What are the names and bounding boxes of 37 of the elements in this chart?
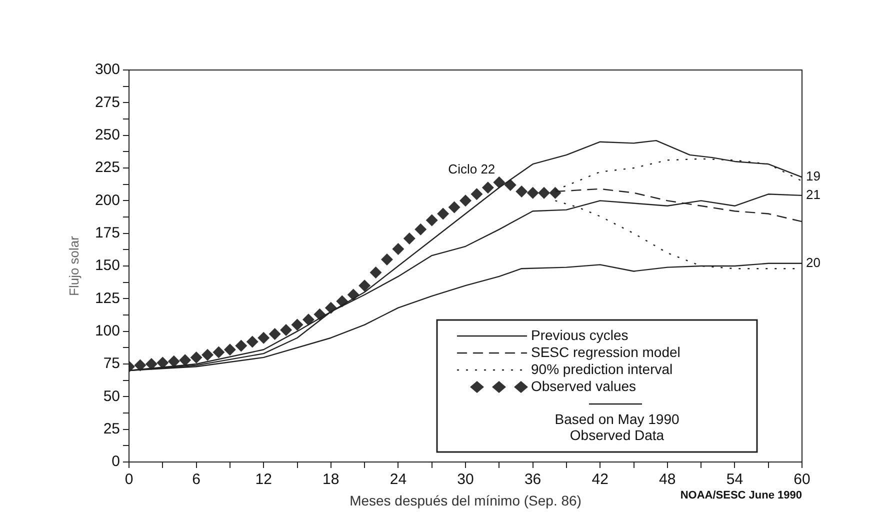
x-tick-label: 12	[255, 471, 272, 488]
y-tick-label: 225	[94, 159, 120, 176]
x-tick-label: 48	[659, 471, 676, 488]
y-tick-label: 25	[103, 420, 120, 438]
y-tick-label: 200	[94, 192, 120, 209]
text: NOAA/SESC June 1990	[680, 490, 802, 502]
y-tick-label: 300	[94, 61, 120, 78]
x-tick-label: 30	[457, 471, 474, 488]
legend-label: 90% prediction interval	[531, 360, 673, 377]
legend-label: SESC regression model	[531, 344, 680, 360]
series-label: 20	[806, 254, 820, 270]
x-tick-label: 60	[794, 471, 810, 488]
x-tick-label: 0	[124, 471, 134, 488]
y-tick-label: 150	[94, 257, 120, 274]
y-tick-label: 50	[103, 388, 120, 405]
y-tick-label: 125	[94, 290, 120, 307]
x-tick-label: 6	[192, 471, 200, 488]
x-tick-label: 24	[390, 471, 407, 488]
y-tick-label: 250	[94, 126, 120, 144]
x-tick-label: 36	[524, 471, 542, 488]
annotation: Observed Data	[570, 426, 664, 443]
x-tick-label: 18	[322, 471, 340, 488]
y-tick-label: 275	[94, 94, 120, 111]
y-tick-label: 175	[94, 224, 120, 242]
legend-label: Observed values	[531, 378, 636, 394]
annotation: Based on May 1990	[554, 410, 680, 427]
x-tick-label: 54	[726, 471, 744, 488]
y-tick-label: 100	[94, 322, 120, 340]
series-label: 19	[806, 168, 820, 184]
y-tick-label: 75	[103, 355, 120, 372]
y-axis-title: Flujo solar	[66, 235, 82, 296]
annotation: Previous cycles	[531, 326, 628, 343]
y-tick-label: 0	[112, 453, 120, 470]
series-label: 21	[806, 187, 820, 202]
x-axis-title: Meses después del mínimo (Sep. 86)	[350, 492, 582, 508]
x-tick-label: 42	[592, 471, 608, 488]
annotation: Ciclo 22	[448, 161, 496, 176]
